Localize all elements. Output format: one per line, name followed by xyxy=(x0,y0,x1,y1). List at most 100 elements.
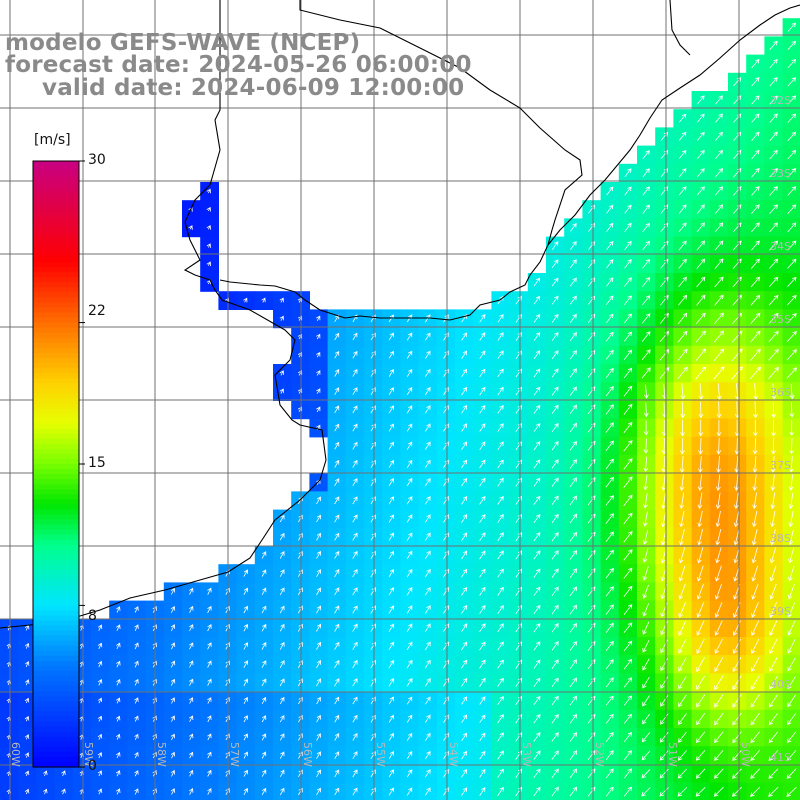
wind-arrow xyxy=(261,678,267,687)
wind-arrow xyxy=(789,438,794,455)
colorbar-segment xyxy=(33,595,79,601)
colorbar-segment xyxy=(33,635,79,642)
wind-arrow xyxy=(787,584,795,600)
wind-arrow xyxy=(497,386,504,396)
wind-cell xyxy=(382,637,401,656)
wind-arrow xyxy=(388,568,394,578)
wind-cell xyxy=(473,546,492,565)
wind-arrow xyxy=(714,675,724,690)
wind-cell xyxy=(546,345,565,365)
wind-arrow xyxy=(696,294,706,306)
wind-cell xyxy=(345,491,365,511)
wind-cell xyxy=(473,728,492,747)
wind-cell xyxy=(618,600,638,620)
wind-arrow xyxy=(642,566,649,581)
wind-arrow xyxy=(605,331,614,342)
latitude-label: 33S xyxy=(770,167,791,180)
wind-arrow xyxy=(660,240,669,251)
wind-arrow xyxy=(731,786,742,797)
wind-cell xyxy=(491,364,511,383)
wind-cell xyxy=(709,637,729,656)
colorbar-segment xyxy=(33,539,79,546)
wind-cell xyxy=(582,637,602,656)
wind-arrow xyxy=(786,367,798,379)
wind-arrow xyxy=(279,787,285,796)
wind-cell xyxy=(582,473,602,492)
wind-cell xyxy=(309,709,329,729)
wind-arrow xyxy=(533,623,541,633)
wind-cell xyxy=(309,364,329,383)
wind-arrow xyxy=(751,113,760,123)
wind-cell xyxy=(764,145,784,165)
wind-arrow xyxy=(569,768,578,779)
wind-arrow xyxy=(587,732,596,742)
colorbar-segment xyxy=(33,630,79,637)
wind-arrow xyxy=(189,605,194,613)
wind-cell xyxy=(527,309,547,329)
wind-cell xyxy=(436,527,456,547)
wind-arrow xyxy=(732,204,742,214)
wind-arrow xyxy=(661,474,667,491)
wind-arrow xyxy=(569,786,578,797)
wind-cell xyxy=(327,673,347,693)
wind-arrow xyxy=(388,605,395,614)
wind-cell xyxy=(491,546,511,565)
wind-cell xyxy=(345,637,365,656)
wind-cell xyxy=(564,382,583,401)
wind-arrow xyxy=(715,547,722,564)
colorbar-segment xyxy=(33,549,79,556)
wind-arrow xyxy=(623,786,632,797)
wind-arrow xyxy=(497,404,504,414)
wind-arrow xyxy=(170,751,175,759)
wind-cell xyxy=(564,254,583,274)
wind-arrow xyxy=(678,676,687,690)
wind-cell xyxy=(364,764,383,784)
wind-arrow xyxy=(770,456,776,473)
wind-arrow xyxy=(352,751,358,760)
wind-cell xyxy=(709,182,729,201)
colorbar-segment xyxy=(33,196,79,202)
wind-cell xyxy=(600,473,620,492)
wind-arrow xyxy=(697,492,703,510)
wind-cell xyxy=(273,691,292,711)
wind-cell xyxy=(418,691,438,711)
colorbar-tick-0: 0 xyxy=(88,758,97,774)
wind-arrow xyxy=(279,587,285,596)
wind-arrow xyxy=(569,659,577,669)
wind-arrow xyxy=(787,258,797,269)
wind-arrow xyxy=(714,204,724,214)
wind-cell xyxy=(418,418,438,438)
wind-arrow xyxy=(352,423,358,432)
wind-arrow xyxy=(115,715,121,722)
wind-cell xyxy=(709,764,729,784)
wind-arrow xyxy=(352,532,358,541)
forecast-date: forecast date: 2024-05-26 06:00:00 xyxy=(5,52,472,78)
wind-cell xyxy=(418,709,438,729)
wind-arrow xyxy=(116,606,121,613)
wind-cell xyxy=(600,455,620,474)
wind-cell xyxy=(527,564,547,583)
wind-arrow xyxy=(461,386,468,396)
wind-cell xyxy=(764,709,784,729)
wind-cell xyxy=(345,546,365,565)
wind-cell xyxy=(600,527,620,547)
wind-cell xyxy=(327,364,347,383)
wind-arrow xyxy=(352,769,358,778)
wind-cell xyxy=(764,163,784,183)
colorbar-segment xyxy=(33,277,79,283)
wind-arrow xyxy=(424,787,431,796)
wind-arrow xyxy=(696,240,705,251)
wind-arrow xyxy=(753,383,759,401)
wind-cell xyxy=(436,345,456,365)
wind-arrow xyxy=(750,786,761,797)
wind-arrow xyxy=(406,368,413,377)
wind-cell xyxy=(709,254,729,274)
wind-arrow xyxy=(116,642,121,650)
wind-cell xyxy=(364,309,383,329)
wind-arrow xyxy=(279,769,285,777)
wind-cell xyxy=(564,618,583,638)
wind-cell xyxy=(200,618,219,638)
model-title: modelo GEFS-WAVE (NCEP) xyxy=(5,30,361,56)
wind-cell xyxy=(637,254,656,274)
wind-arrow xyxy=(479,714,486,723)
